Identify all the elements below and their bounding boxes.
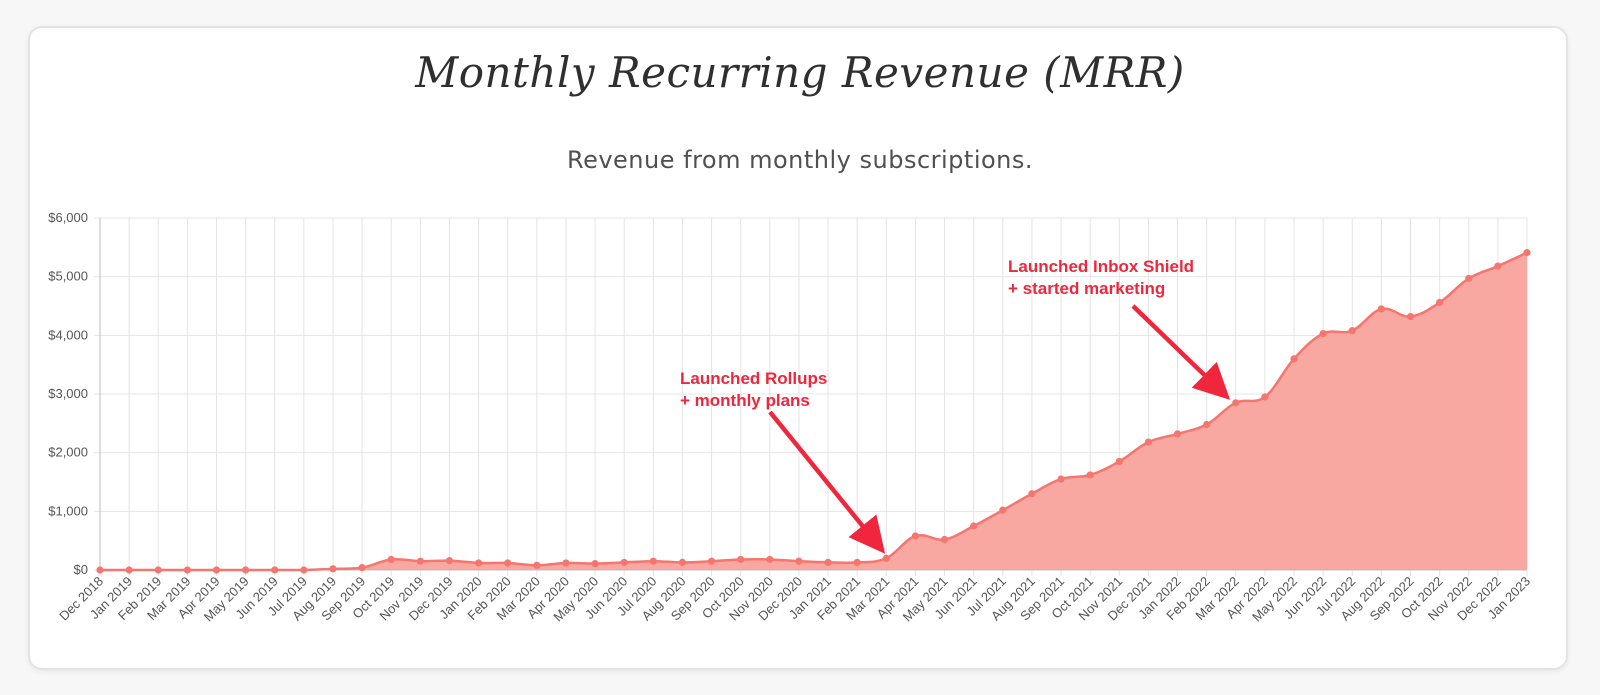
- data-point: [678, 558, 687, 566]
- data-point: [1115, 457, 1123, 466]
- data-point: [329, 565, 337, 573]
- mrr-area-fill: [100, 252, 1527, 570]
- data-point: [940, 535, 949, 544]
- area-series: [100, 251, 1528, 572]
- y-tick-label: $6,000: [48, 210, 88, 225]
- data-point: [1436, 298, 1444, 307]
- data-point: [533, 561, 541, 569]
- data-point: [1028, 490, 1036, 498]
- data-point: [1377, 305, 1385, 313]
- data-point: [1348, 327, 1356, 335]
- data-point: [271, 566, 279, 574]
- data-point: [300, 566, 308, 574]
- data-point: [882, 554, 890, 562]
- data-point: [649, 557, 657, 565]
- annotation-label: Launched Inbox Shield: [1008, 257, 1194, 276]
- data-point: [1057, 475, 1065, 483]
- data-point: [1406, 312, 1415, 321]
- data-point: [562, 559, 570, 567]
- data-point: [707, 557, 716, 565]
- data-point: [824, 558, 832, 566]
- data-point: [1465, 274, 1473, 283]
- y-tick-labels: $0 $1,000 $2,000 $3,000 $4,000 $5,000 $6,000: [48, 210, 88, 577]
- y-tick-label: $1,000: [48, 503, 88, 518]
- data-point: [970, 522, 978, 530]
- data-point: [358, 564, 366, 572]
- y-tick-label: $4,000: [48, 327, 88, 342]
- annotation-arrow: [768, 410, 886, 554]
- data-point: [766, 555, 774, 564]
- data-point: [387, 555, 395, 564]
- data-point: [1144, 438, 1153, 446]
- data-point: [1086, 471, 1094, 479]
- chart-title: Monthly Recurring Revenue (MRR): [415, 48, 1185, 97]
- data-point: [591, 559, 599, 568]
- y-tick-label: $0: [74, 562, 88, 577]
- data-point: [1173, 430, 1182, 438]
- data-point: [1494, 262, 1502, 270]
- data-point: [737, 555, 745, 564]
- data-points: [96, 249, 1531, 574]
- annotation-label: + monthly plans: [680, 391, 810, 410]
- y-tick-label: $3,000: [48, 386, 88, 401]
- data-point: [183, 566, 191, 574]
- data-point: [445, 557, 454, 565]
- data-point: [416, 557, 424, 565]
- data-point: [1203, 420, 1211, 429]
- data-point: [212, 566, 221, 574]
- data-point: [853, 558, 861, 566]
- y-tick-label: $2,000: [48, 445, 88, 460]
- data-point: [504, 559, 512, 567]
- data-point: [242, 566, 250, 574]
- y-tick-label: $5,000: [48, 269, 88, 284]
- data-point: [1290, 355, 1298, 363]
- chart-subtitle: Revenue from monthly subscriptions.: [566, 146, 1034, 174]
- data-point: [1319, 329, 1327, 338]
- data-point: [620, 558, 628, 566]
- data-point: [999, 506, 1007, 514]
- data-point: [1261, 393, 1269, 401]
- data-point: [1523, 249, 1531, 257]
- data-point: [474, 559, 483, 567]
- data-point: [911, 532, 920, 540]
- data-point: [795, 557, 803, 565]
- data-point: [1232, 399, 1240, 407]
- data-point: [96, 566, 104, 574]
- data-point: [154, 566, 162, 574]
- annotation-arrow: [1131, 304, 1231, 400]
- annotations: Launched Rollups + monthly plans Launched …: [680, 257, 1231, 554]
- annotation-label: + started marketing: [1008, 279, 1165, 298]
- annotation-label: Launched Rollups: [680, 369, 827, 388]
- data-point: [125, 566, 133, 574]
